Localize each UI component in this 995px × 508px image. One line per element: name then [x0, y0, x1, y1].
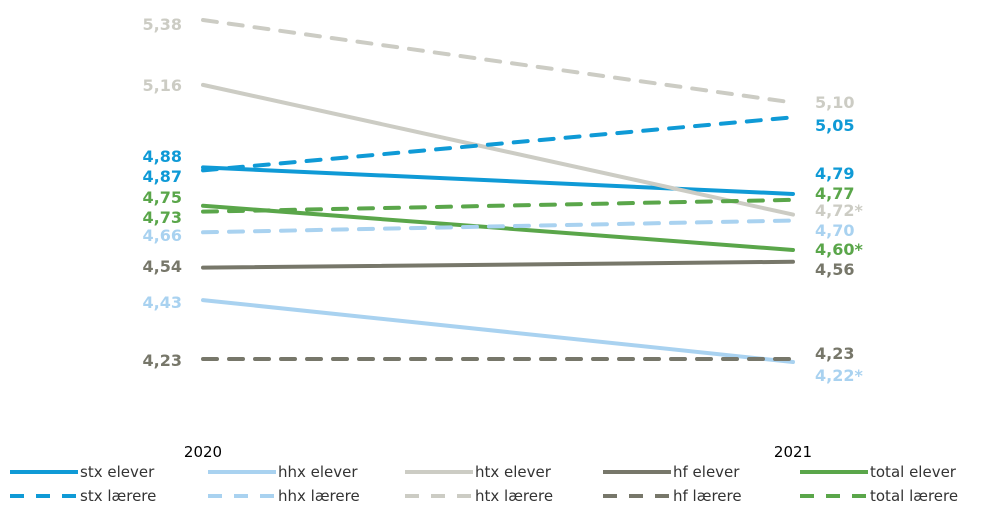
- legend-label-hf-elever: hf elever: [673, 463, 740, 481]
- value-label-2021-stx-elever: 4,79: [815, 164, 854, 183]
- value-label-2021-htx-laerere: 5,10: [815, 93, 854, 112]
- value-labels-2020: 4,88 4,43 5,16 4,54 4,75 4,87 4,66 5,38 4,23 4,73: [143, 15, 182, 370]
- series-line-hhx-laerere: [201, 218, 795, 235]
- series-line-stx-laerere: [201, 115, 795, 173]
- x-tick-label-2020: 2020: [184, 443, 222, 461]
- series-line-htx-elever: [201, 82, 795, 217]
- value-label-2020-hf-elever: 4,54: [143, 257, 182, 276]
- value-label-2020-stx-elever: 4,88: [143, 147, 182, 166]
- legend-label-stx-laerere: stx lærere: [80, 487, 156, 505]
- legend-item-stx-laerere: stx lærere: [10, 487, 156, 505]
- value-label-2021-htx-elever: 4,72*: [815, 201, 863, 220]
- series-line-stx-elever: [201, 165, 795, 196]
- legend-label-hhx-elever: hhx elever: [278, 463, 358, 481]
- value-label-2021-hhx-laerere: 4,70: [815, 221, 854, 240]
- value-label-2020-total-laerere: 4,73: [143, 208, 182, 227]
- legend-item-hf-laerere: hf lærere: [603, 487, 742, 505]
- series-line-htx-laerere: [201, 18, 795, 105]
- series-line-hhx-elever: [201, 298, 795, 364]
- value-label-2020-hf-laerere: 4,23: [143, 351, 182, 370]
- legend-label-total-laerere: total lærere: [870, 487, 958, 505]
- legend-item-total-laerere: total lærere: [800, 487, 958, 505]
- value-label-2020-htx-laerere: 5,38: [143, 15, 182, 34]
- legend-label-htx-laerere: htx lærere: [475, 487, 553, 505]
- series-lines: [201, 18, 795, 364]
- legend: stx elever hhx elever htx elever hf elever t…: [10, 463, 958, 505]
- legend-item-hhx-elever: hhx elever: [208, 463, 358, 481]
- legend-item-total-elever: total elever: [800, 463, 957, 481]
- value-label-2020-htx-elever: 5,16: [143, 76, 182, 95]
- legend-item-htx-laerere: htx lærere: [405, 487, 553, 505]
- legend-label-hf-laerere: hf lærere: [673, 487, 742, 505]
- value-label-2021-total-laerere: 4,77: [815, 184, 854, 203]
- value-label-2021-total-elever: 4,60*: [815, 240, 863, 259]
- legend-label-htx-elever: htx elever: [475, 463, 552, 481]
- series-line-total-laerere: [201, 197, 795, 214]
- legend-label-total-elever: total elever: [870, 463, 957, 481]
- value-label-2021-hhx-elever: 4,22*: [815, 366, 863, 385]
- x-axis: 2020 2021: [184, 443, 812, 461]
- value-label-2020-total-elever: 4,75: [143, 188, 182, 207]
- value-label-2020-stx-laerere: 4,87: [143, 167, 182, 186]
- legend-item-htx-elever: htx elever: [405, 463, 552, 481]
- legend-label-stx-elever: stx elever: [80, 463, 155, 481]
- value-label-2021-hf-laerere: 4,23: [815, 344, 854, 363]
- legend-item-stx-elever: stx elever: [10, 463, 155, 481]
- legend-label-hhx-laerere: hhx lærere: [278, 487, 360, 505]
- x-tick-label-2021: 2021: [774, 443, 812, 461]
- legend-item-hhx-laerere: hhx lærere: [208, 487, 360, 505]
- value-label-2020-hhx-laerere: 4,66: [143, 226, 182, 245]
- value-label-2020-hhx-elever: 4,43: [143, 293, 182, 312]
- value-label-2021-stx-laerere: 5,05: [815, 116, 854, 135]
- value-labels-2021: 4,79 4,22* 4,72* 4,564,60* 5,05 4,70 5,10 4,23 4…: [815, 93, 863, 385]
- value-label-2021-hf-elever: 4,56: [815, 260, 854, 279]
- legend-item-hf-elever: hf elever: [603, 463, 740, 481]
- series-line-hf-elever: [201, 259, 795, 270]
